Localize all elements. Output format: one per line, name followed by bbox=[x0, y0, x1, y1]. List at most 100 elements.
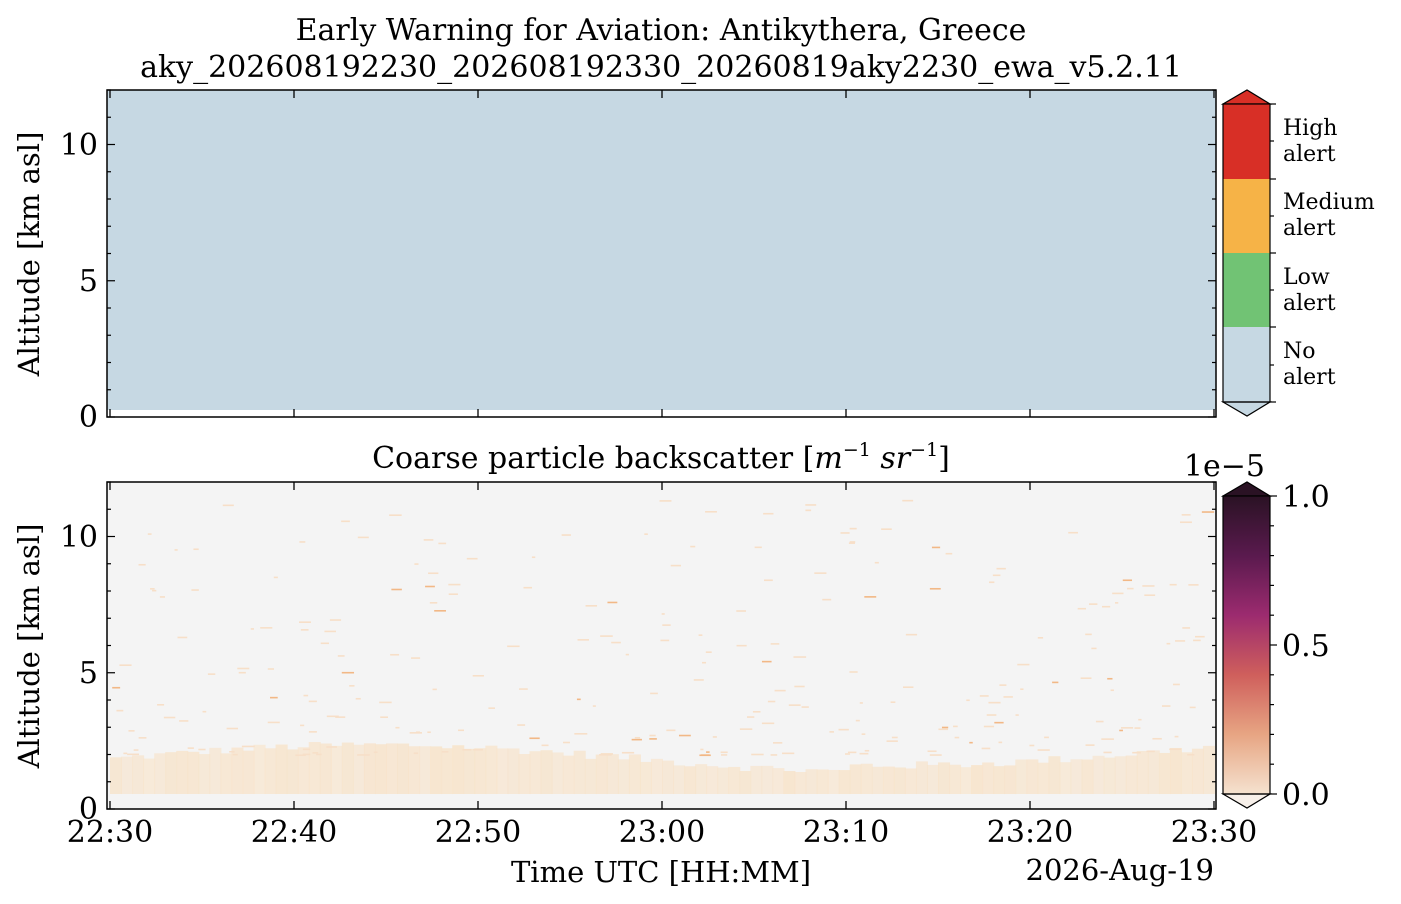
bs-signal-speckle bbox=[150, 588, 155, 590]
bs-signal-speckle bbox=[764, 579, 773, 582]
bs-signal-speckle bbox=[805, 509, 812, 512]
bs-signal-speckle bbox=[706, 751, 710, 753]
bs-signal-speckle bbox=[427, 731, 431, 734]
bs-signal-column bbox=[871, 766, 884, 795]
bs-signal-column bbox=[982, 762, 995, 795]
bs-signal-speckle bbox=[585, 605, 598, 607]
bs-signal-speckle bbox=[324, 630, 336, 633]
bs-signal-speckle bbox=[147, 533, 152, 535]
bs-signal-speckle bbox=[448, 583, 461, 586]
bs-signal-speckle bbox=[390, 653, 400, 656]
bs-signal-speckle bbox=[739, 728, 753, 730]
bs-signal-speckle bbox=[1144, 594, 1156, 597]
bs-signal-column bbox=[1015, 759, 1028, 795]
bs-signal-speckle bbox=[751, 753, 764, 756]
bs-signal-speckle bbox=[519, 688, 528, 690]
bs-signal-speckle bbox=[193, 548, 199, 551]
bs-signal-speckle bbox=[983, 725, 995, 728]
bs-signal-speckle bbox=[1175, 640, 1186, 642]
bs-signal-speckle bbox=[1152, 737, 1162, 740]
bs-signal-speckle bbox=[1179, 521, 1192, 524]
bs-signal-speckle bbox=[814, 572, 827, 574]
bs-signal-speckle bbox=[429, 602, 438, 604]
bs-signal-speckle bbox=[438, 542, 447, 545]
bs-signal-speckle bbox=[992, 574, 1001, 577]
bs-signal-column bbox=[176, 750, 189, 795]
bs-signal-speckle bbox=[849, 671, 858, 673]
bs-signal-speckle bbox=[763, 512, 774, 515]
bs-signal-speckle bbox=[986, 714, 997, 716]
bs-xtick-label: 23:00 bbox=[619, 815, 705, 850]
bs-signal-column bbox=[783, 771, 796, 795]
bs-signal-speckle bbox=[774, 689, 786, 692]
ewa-ylabel: Altitude [km asl] bbox=[12, 132, 46, 378]
bs-signal-speckle bbox=[529, 737, 540, 740]
bs-signal-speckle bbox=[1029, 744, 1035, 747]
bs-signal-speckle bbox=[650, 692, 658, 695]
bs-signal-speckle bbox=[1017, 663, 1030, 666]
bs-signal-speckle bbox=[847, 751, 857, 754]
bs-signal-speckle bbox=[119, 664, 132, 666]
bs-signal-speckle bbox=[660, 639, 670, 642]
bs-signal-column bbox=[882, 766, 895, 795]
bs-signal-speckle bbox=[611, 641, 621, 644]
bs-signal-speckle bbox=[1169, 748, 1179, 751]
bs-signal-speckle bbox=[1194, 635, 1205, 638]
bs-signal-speckle bbox=[531, 556, 536, 559]
bs-signal-column bbox=[606, 754, 619, 795]
bs-signal-speckle bbox=[1146, 750, 1155, 753]
bs-signal-speckle bbox=[966, 699, 970, 702]
bs-signal-speckle bbox=[260, 627, 273, 629]
bs-signal-speckle bbox=[661, 613, 665, 615]
bs-signal-speckle bbox=[300, 724, 305, 727]
bs-signal-speckle bbox=[1182, 627, 1191, 629]
bs-signal-column bbox=[562, 755, 575, 795]
bs-signal-speckle bbox=[1188, 584, 1199, 586]
bs-signal-speckle bbox=[772, 742, 783, 744]
bs-ytick-10: 10 bbox=[60, 520, 98, 555]
bs-signal-speckle bbox=[659, 500, 672, 502]
bs-signal-speckle bbox=[881, 528, 892, 530]
bs-signal-speckle bbox=[1193, 639, 1201, 642]
bs-signal-speckle bbox=[561, 534, 571, 536]
bs-signal-speckle bbox=[116, 709, 124, 712]
bs-signal-speckle bbox=[855, 719, 860, 722]
bs-signal-speckle bbox=[428, 572, 439, 575]
bs-signal-speckle bbox=[238, 671, 246, 674]
bs-signal-speckle bbox=[128, 730, 135, 732]
bs-signal-speckle bbox=[625, 653, 629, 656]
ewa-colorbar: High alert Medium alert Low alert No alert bbox=[1220, 89, 1375, 417]
bs-signal-speckle bbox=[299, 621, 311, 623]
bs-title-exp-1: −1 bbox=[843, 439, 871, 461]
bs-xlabel: Time UTC [HH:MM] bbox=[511, 855, 811, 889]
bs-signal-speckle bbox=[1107, 677, 1113, 680]
bs-signal-speckle bbox=[448, 593, 458, 596]
bs-signal-column bbox=[949, 764, 962, 795]
bs-signal-column bbox=[816, 769, 829, 795]
bs-signal-column bbox=[231, 747, 244, 795]
bs-signal-speckle bbox=[138, 563, 146, 566]
bs-signal-speckle bbox=[631, 738, 642, 741]
bs-signal-speckle bbox=[849, 527, 857, 530]
bs-signal-speckle bbox=[425, 585, 435, 588]
bs-signal-speckle bbox=[954, 736, 960, 739]
bs-signal-column bbox=[463, 748, 476, 795]
bs-signal-speckle bbox=[953, 725, 958, 728]
bs-signal-speckle bbox=[1037, 749, 1050, 751]
bs-signal-speckle bbox=[1115, 602, 1119, 604]
bs-signal-speckle bbox=[1134, 727, 1141, 729]
bs-signal-column bbox=[529, 751, 542, 795]
bs-signal-speckle bbox=[999, 684, 1007, 686]
bs-signal-column bbox=[242, 750, 255, 795]
bs-signal-column bbox=[673, 765, 686, 795]
bs-signal-speckle bbox=[302, 748, 311, 751]
ewa-ytick-5: 5 bbox=[79, 264, 98, 299]
ewa-ytick-10: 10 bbox=[60, 128, 98, 163]
bs-xtick-label: 23:10 bbox=[803, 815, 889, 850]
bs-signal-speckle bbox=[848, 542, 855, 544]
bs-signal-speckle bbox=[1122, 579, 1133, 582]
bs-signal-speckle bbox=[838, 728, 849, 731]
bs-signal-column bbox=[352, 744, 365, 795]
bs-signal-speckle bbox=[576, 698, 581, 701]
